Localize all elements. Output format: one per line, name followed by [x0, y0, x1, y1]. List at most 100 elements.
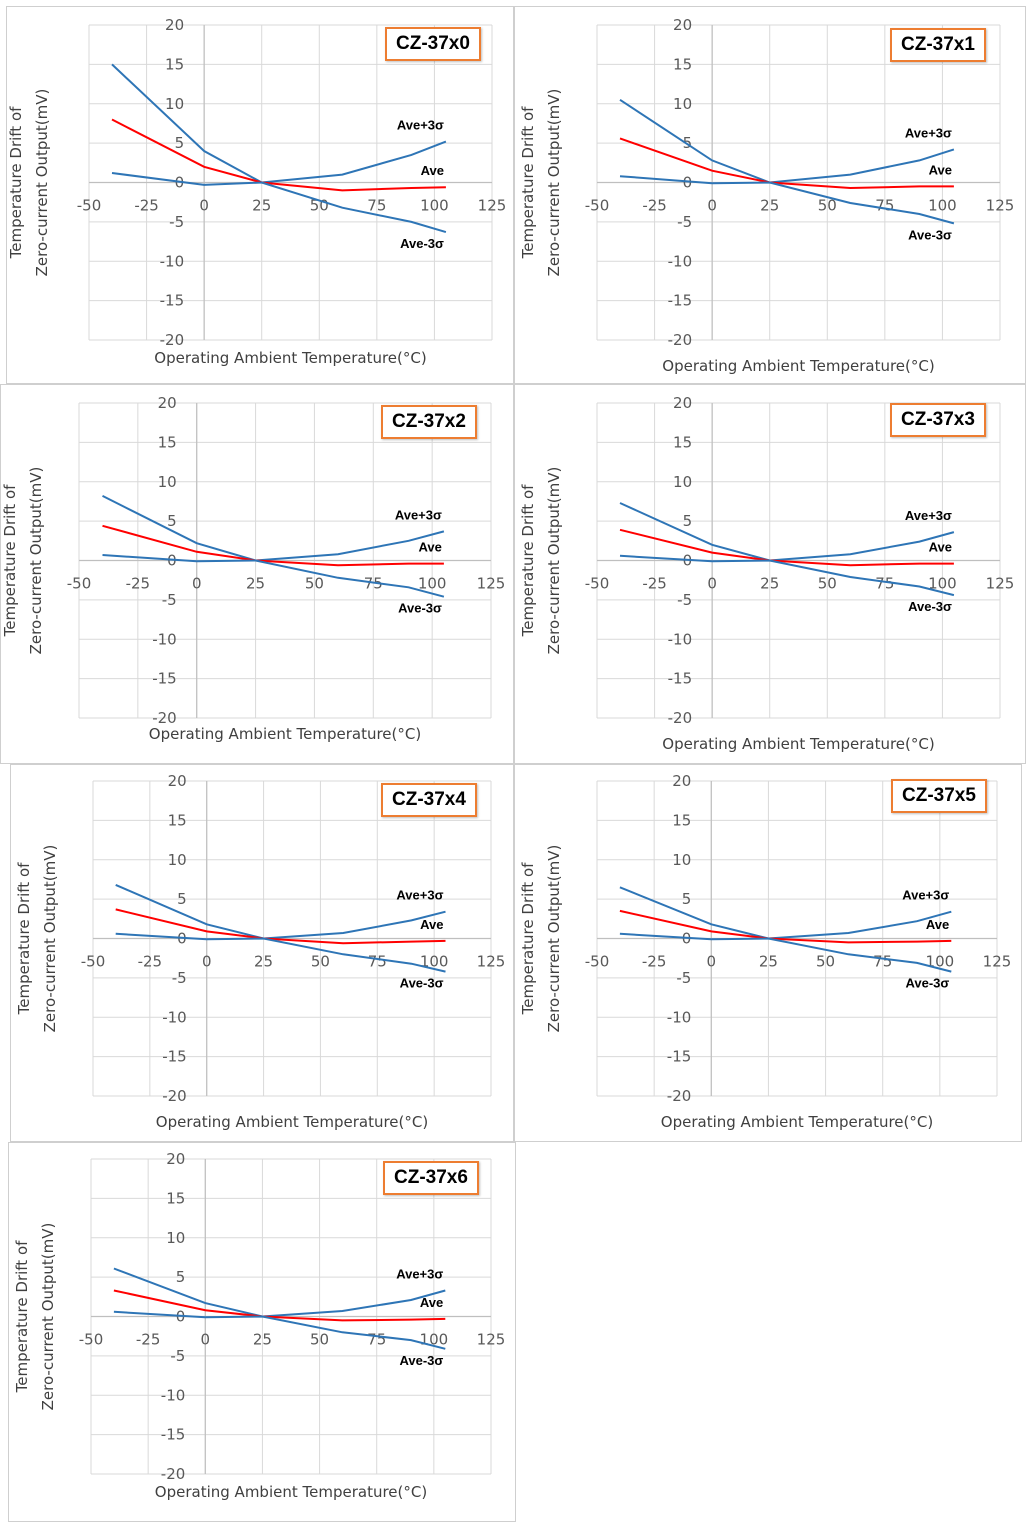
- x-tick-label: 75: [873, 953, 892, 971]
- y-tick-label: -15: [668, 670, 693, 688]
- y-tick-label: 15: [672, 811, 691, 829]
- series-line-ave: [102, 524, 444, 567]
- y-tick-label: -20: [161, 1465, 186, 1483]
- series-line-ave: [115, 908, 446, 945]
- y-tick-label: 10: [165, 95, 184, 113]
- y-axis-label-line2: Zero-current Output(mV): [39, 1223, 57, 1411]
- x-axis-label: Operating Ambient Temperature(°C): [149, 725, 421, 743]
- y-tick-label: -20: [152, 709, 177, 727]
- x-tick-label: 0: [707, 575, 717, 593]
- series-line-ave: [111, 118, 446, 192]
- x-tick-label: 25: [252, 197, 271, 215]
- series-line-ave-plus-3sigma: [111, 63, 447, 184]
- y-axis-label-line1: Temperature Drift of: [519, 862, 537, 1016]
- y-tick-label: -10: [667, 1008, 692, 1026]
- series-label: Ave-3σ: [400, 976, 444, 991]
- x-tick-label: 25: [253, 1331, 272, 1349]
- chart-panel-cz37x0: 20 15 10 5 0 -5 -10 -15 -20 -50 -25 0 25 50 75 100 125 Op…: [6, 6, 514, 384]
- y-tick-label: 10: [166, 1229, 185, 1247]
- y-tick-label: -15: [667, 1048, 692, 1066]
- x-tick-label: 0: [201, 1331, 211, 1349]
- x-tick-label: 100: [420, 953, 449, 971]
- series-line-ave-plus-3sigma: [113, 1267, 446, 1318]
- x-tick-label: 25: [760, 197, 779, 215]
- x-tick-label: 25: [760, 575, 779, 593]
- series-line-ave-minus-3sigma: [111, 172, 447, 234]
- y-tick-label: -15: [161, 1426, 186, 1444]
- chart-panel-cz37x5: 20 15 10 5 0 -5 -10 -15 -20 -50 -25 0 25 50 75 100 125 Op…: [514, 764, 1022, 1142]
- series-line-ave: [619, 909, 952, 944]
- series-label: Ave-3σ: [398, 601, 442, 616]
- series-label: Ave+3σ: [905, 508, 952, 523]
- y-tick-label: 5: [167, 512, 177, 530]
- y-tick-label: 15: [158, 433, 177, 451]
- y-tick-label: 5: [683, 512, 693, 530]
- x-axis-label: Operating Ambient Temperature(°C): [155, 1483, 427, 1501]
- x-tick-label: -25: [642, 197, 667, 215]
- y-tick-label: 15: [673, 433, 692, 451]
- y-axis-label-line1: Temperature Drift of: [519, 484, 537, 638]
- series-label: Ave-3σ: [908, 599, 952, 614]
- x-axis-label: Operating Ambient Temperature(°C): [662, 357, 934, 375]
- x-axis-label: Operating Ambient Temperature(°C): [661, 1113, 933, 1131]
- series-line-ave-plus-3sigma: [115, 883, 446, 940]
- x-tick-label: 75: [875, 575, 894, 593]
- y-tick-label: -10: [152, 630, 177, 648]
- y-tick-label: 10: [672, 851, 691, 869]
- x-tick-label: -50: [585, 953, 610, 971]
- series-label: Ave: [420, 1295, 443, 1310]
- y-axis-label-line1: Temperature Drift of: [15, 862, 33, 1016]
- chart-title-badge: CZ-37x0: [385, 27, 481, 61]
- y-tick-label: -10: [668, 630, 693, 648]
- y-tick-label: 20: [165, 16, 184, 34]
- x-tick-label: 0: [199, 197, 209, 215]
- y-tick-label: -15: [162, 1048, 187, 1066]
- y-axis-label-line1: Temperature Drift of: [7, 106, 25, 260]
- x-tick-label: -25: [136, 1331, 161, 1349]
- x-tick-label: 75: [875, 197, 894, 215]
- x-tick-label: 0: [202, 953, 212, 971]
- y-axis-label-line2: Zero-current Output(mV): [545, 845, 563, 1033]
- y-tick-label: -5: [170, 1347, 185, 1365]
- x-tick-label: 25: [254, 953, 273, 971]
- x-tick-label: 50: [310, 1331, 329, 1349]
- y-tick-label: -5: [677, 213, 692, 231]
- y-tick-label: -5: [676, 969, 691, 987]
- x-axis-label: Operating Ambient Temperature(°C): [662, 735, 934, 753]
- y-tick-label: -20: [668, 709, 693, 727]
- y-tick-label: -10: [160, 252, 185, 270]
- x-tick-label: 0: [707, 197, 717, 215]
- y-axis-label-line2: Zero-current Output(mV): [27, 467, 45, 655]
- series-line-ave: [619, 528, 954, 567]
- chart-panel-cz37x4: 20 15 10 5 0 -5 -10 -15 -20 -50 -25 0 25 50 75 100 125 Op…: [10, 764, 514, 1142]
- chart-panel-cz37x3: 20 15 10 5 0 -5 -10 -15 -20 -50 -25 0 25 50 75 100 125 Op…: [514, 384, 1026, 764]
- x-tick-label: -25: [642, 575, 667, 593]
- y-tick-label: -10: [161, 1386, 186, 1404]
- series-label: Ave: [929, 540, 952, 555]
- y-tick-label: -15: [668, 292, 693, 310]
- series-label: Ave+3σ: [396, 888, 443, 903]
- y-tick-label: -5: [172, 969, 187, 987]
- y-tick-label: 20: [673, 16, 692, 34]
- x-tick-label: -50: [585, 197, 610, 215]
- chart-panel-cz37x6: 20 15 10 5 0 -5 -10 -15 -20 -50 -25 0 25 50 75 100 125 Op…: [8, 1142, 516, 1522]
- x-tick-label: 0: [707, 953, 717, 971]
- series-line-ave-minus-3sigma: [115, 932, 446, 973]
- x-tick-label: -25: [126, 575, 151, 593]
- x-tick-label: -50: [585, 575, 610, 593]
- series-line-ave-minus-3sigma: [619, 175, 955, 225]
- y-tick-label: -10: [668, 252, 693, 270]
- y-tick-label: -15: [160, 292, 185, 310]
- chart-title-badge: CZ-37x2: [381, 405, 477, 439]
- series-label: Ave-3σ: [908, 227, 952, 242]
- series-label: Ave-3σ: [399, 1353, 443, 1368]
- y-tick-label: 15: [166, 1189, 185, 1207]
- y-tick-label: -5: [677, 591, 692, 609]
- x-tick-label: 50: [818, 197, 837, 215]
- x-tick-label: 125: [477, 953, 506, 971]
- y-tick-label: 0: [683, 174, 693, 192]
- x-tick-label: 50: [816, 953, 835, 971]
